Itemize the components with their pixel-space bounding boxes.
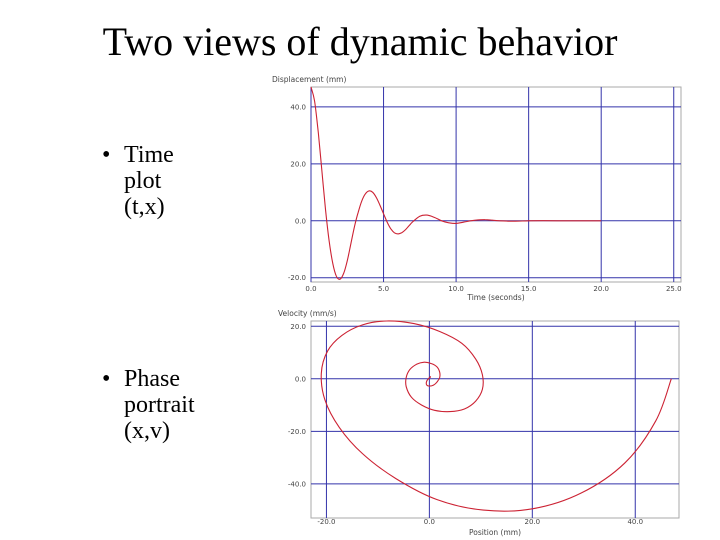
x-tick-label: 0.0: [305, 285, 316, 293]
plot-frame: [310, 86, 682, 283]
bullet-marker: •: [102, 142, 111, 168]
y-axis-label: Velocity (mm/s): [278, 309, 337, 318]
bullet-time-plot: • Time plot (t,x): [102, 142, 174, 220]
slide-title: Two views of dynamic behavior: [102, 19, 618, 64]
time-plot-chart: 0.0 5.0 10.0 15.0 20.0 25.0 40.0 20.0 0.0 -20.0 Di…: [272, 75, 682, 302]
bullet-time-line3: (t,x): [124, 194, 165, 220]
y-tick-label: 20.0: [290, 160, 306, 168]
bullet-phase-portrait: • Phase portrait (x,v): [102, 366, 195, 444]
y-tick-label: 0.0: [295, 375, 306, 383]
x-tick-label: 25.0: [666, 285, 682, 293]
y-tick-label: -20.0: [288, 274, 306, 282]
y-tick-label: 20.0: [290, 323, 306, 331]
x-tick-label: 10.0: [448, 285, 464, 293]
x-tick-label: 40.0: [627, 518, 643, 526]
series-line: [310, 86, 602, 280]
y-tick-label: 0.0: [295, 217, 306, 225]
x-axis-label: Time (seconds): [466, 293, 524, 302]
x-tick-label: 0.0: [424, 518, 435, 526]
x-tick-label: 20.0: [593, 285, 609, 293]
bullet-phase-line2: portrait: [124, 392, 195, 418]
y-tick-label: -40.0: [288, 480, 306, 488]
y-tick-label: 40.0: [290, 103, 306, 111]
y-tick-label: -20.0: [288, 428, 306, 436]
y-axis-label: Displacement (mm): [272, 75, 346, 84]
bullet-phase-line1: Phase: [124, 366, 180, 392]
x-tick-label: 15.0: [521, 285, 537, 293]
bullet-time-line2: plot: [124, 168, 162, 194]
bullet-marker: •: [102, 366, 111, 392]
x-tick-label: -20.0: [317, 518, 335, 526]
x-axis-label: Position (mm): [469, 528, 521, 537]
phase-portrait-chart: -20.0 0.0 20.0 40.0 20.0 0.0 -20.0 -40.0 Velocit…: [278, 309, 680, 537]
bullet-time-line1: Time: [124, 142, 174, 168]
series-line: [320, 320, 672, 512]
bullet-phase-line3: (x,v): [124, 418, 170, 444]
x-tick-label: 5.0: [378, 285, 389, 293]
plot-frame: [310, 320, 680, 519]
x-tick-label: 20.0: [525, 518, 541, 526]
